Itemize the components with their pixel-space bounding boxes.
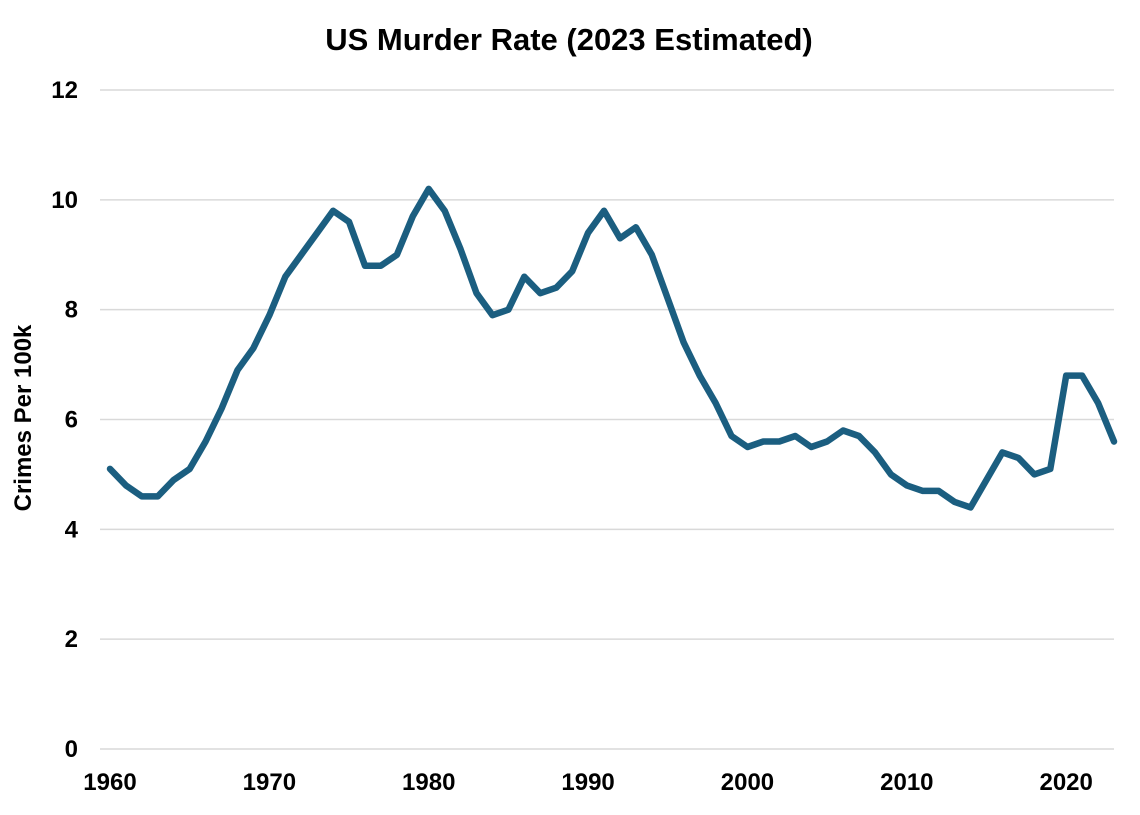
- y-tick-label: 12: [51, 77, 78, 104]
- x-axis-ticks: 1960 1970 1980 1990 2000 2010 2020: [83, 769, 1093, 796]
- y-tick-label: 8: [65, 297, 78, 324]
- y-tick-label: 6: [65, 407, 78, 434]
- x-tick-label: 1960: [83, 769, 136, 796]
- gridlines: [100, 89, 1114, 750]
- x-tick-label: 2020: [1039, 769, 1092, 796]
- y-axis-ticks: 0 2 4 6 8 10 12: [51, 77, 78, 763]
- x-tick-label: 1980: [402, 769, 455, 796]
- y-tick-label: 10: [51, 187, 78, 214]
- x-tick-label: 1990: [561, 769, 614, 796]
- x-tick-label: 2010: [880, 769, 933, 796]
- chart-title: US Murder Rate (2023 Estimated): [325, 22, 813, 57]
- series-line-murder-rate: [106, 185, 1118, 511]
- y-tick-label: 0: [65, 736, 78, 763]
- x-tick-label: 1970: [243, 769, 296, 796]
- y-axis-label: Crimes Per 100k: [10, 324, 37, 511]
- x-tick-label: 2000: [721, 769, 774, 796]
- y-tick-label: 4: [65, 516, 79, 543]
- y-tick-label: 2: [65, 626, 78, 653]
